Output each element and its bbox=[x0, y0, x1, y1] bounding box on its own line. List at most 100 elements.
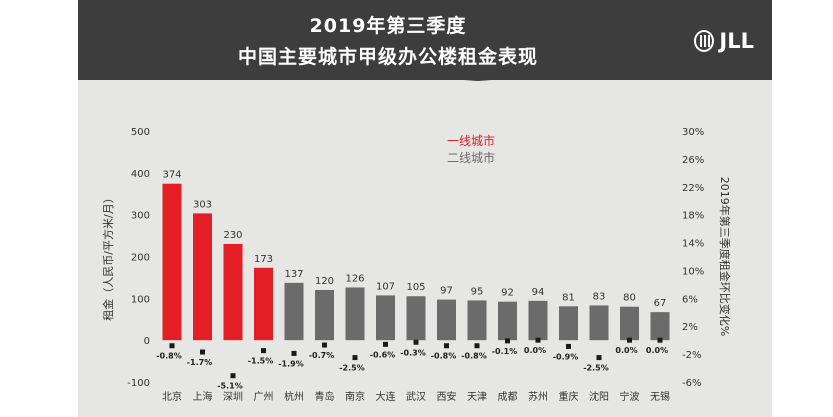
change-label: -1.9% bbox=[278, 359, 304, 368]
change-label: 0.0% bbox=[615, 346, 637, 355]
category-label: 天津 bbox=[467, 391, 487, 403]
change-label: -5.1% bbox=[217, 382, 243, 391]
change-marker bbox=[200, 349, 205, 355]
bar-value-label: 105 bbox=[406, 282, 425, 293]
bar-value-label: 80 bbox=[623, 293, 636, 304]
bar bbox=[559, 306, 578, 341]
right-tick-label: 30% bbox=[682, 127, 704, 138]
change-marker bbox=[596, 355, 602, 361]
change-label: -0.9% bbox=[553, 352, 579, 361]
bar-value-label: 94 bbox=[532, 287, 545, 298]
left-tick-label: 300 bbox=[131, 211, 150, 222]
bar bbox=[620, 306, 639, 341]
bar-value-label: 173 bbox=[254, 254, 273, 265]
axis-titles: 租金（人民币/平方米/月） 2019年第三季度租金环比变化% bbox=[101, 177, 732, 336]
category-label: 杭州 bbox=[284, 390, 304, 403]
bar bbox=[193, 213, 212, 341]
chart-panel: 2019年第三季度 中国主要城市甲级办公楼租金表现 JLL -100 0 100 20… bbox=[78, 0, 772, 417]
right-tick-label: 6% bbox=[682, 294, 698, 305]
banner-brush-edge bbox=[78, 70, 772, 81]
category-label: 无锡 bbox=[650, 390, 670, 403]
category-label: 深圳 bbox=[223, 391, 243, 403]
left-tick-label: 500 bbox=[131, 127, 150, 138]
right-tick-label: -6% bbox=[682, 378, 701, 389]
change-marker bbox=[505, 338, 510, 344]
category-label: 苏州 bbox=[528, 390, 548, 403]
bar bbox=[406, 296, 426, 341]
legend-item-tier1: 一线城市 bbox=[447, 133, 495, 148]
bars: 374 303 230 173 137 120 126 107 105 97 95 92 94 81 83 8… bbox=[162, 170, 670, 341]
change-marker bbox=[261, 348, 266, 354]
bar-value-label: 97 bbox=[440, 286, 453, 297]
bar bbox=[437, 299, 456, 341]
change-label: -0.8% bbox=[461, 352, 487, 361]
change-label: -1.5% bbox=[248, 357, 274, 366]
left-tick-label: 0 bbox=[144, 336, 150, 347]
left-tick-label: 400 bbox=[131, 169, 150, 180]
right-tick-label: 14% bbox=[682, 239, 704, 250]
change-marker bbox=[657, 337, 663, 343]
change-label: -0.3% bbox=[400, 348, 426, 357]
change-marker bbox=[230, 373, 236, 379]
right-tick-label: 10% bbox=[682, 266, 704, 277]
change-label: -2.5% bbox=[339, 364, 365, 373]
category-label: 沈阳 bbox=[589, 390, 609, 403]
change-label: -1.7% bbox=[187, 358, 213, 367]
bar-value-label: 95 bbox=[471, 286, 484, 297]
change-label: 0.0% bbox=[646, 346, 668, 355]
change-marker bbox=[535, 337, 541, 343]
category-label: 大连 bbox=[376, 390, 396, 403]
category-label: 重庆 bbox=[559, 390, 579, 403]
bar bbox=[528, 300, 548, 341]
change-marker bbox=[413, 339, 419, 345]
bar-value-label: 374 bbox=[162, 170, 181, 181]
bar-value-label: 230 bbox=[223, 230, 242, 241]
title-line-1: 2019年第三季度 bbox=[309, 15, 467, 37]
category-label: 南京 bbox=[345, 390, 365, 403]
left-axis-title: 租金（人民币/平方米/月） bbox=[101, 192, 115, 320]
right-tick-label: 26% bbox=[682, 155, 704, 166]
title-line-2: 中国主要城市甲级办公楼租金表现 bbox=[237, 46, 538, 68]
category-labels: 北京 上海 深圳 广州 杭州 青岛 南京 大连 武汉 西安 天津 成都 苏州 重庆 沈阳 宁波 无锡 bbox=[162, 390, 670, 403]
bar bbox=[650, 312, 670, 341]
bar-value-label: 92 bbox=[501, 288, 514, 299]
change-marker bbox=[566, 343, 571, 349]
change-marker bbox=[169, 343, 175, 349]
category-label: 西安 bbox=[437, 390, 457, 403]
bar bbox=[254, 267, 273, 341]
change-marker bbox=[444, 343, 449, 349]
category-label: 成都 bbox=[498, 391, 518, 403]
change-marker bbox=[383, 341, 388, 347]
change-label: -0.6% bbox=[370, 350, 396, 359]
bar-value-label: 81 bbox=[562, 292, 575, 303]
bar bbox=[315, 289, 334, 341]
category-label: 青岛 bbox=[315, 390, 335, 403]
right-tick-label: -2% bbox=[682, 350, 701, 361]
legend-item-tier2: 二线城市 bbox=[447, 150, 495, 165]
category-label: 广州 bbox=[254, 391, 274, 403]
left-axis-ticks: -100 0 100 200 300 400 500 bbox=[127, 127, 150, 389]
right-tick-label: 22% bbox=[682, 183, 704, 194]
jll-logo-text: JLL bbox=[719, 29, 754, 53]
right-axis-title: 2019年第三季度租金环比变化% bbox=[718, 177, 732, 336]
bar-value-label: 126 bbox=[345, 273, 364, 284]
right-tick-label: 18% bbox=[682, 211, 704, 222]
change-marker bbox=[474, 343, 480, 349]
bar-value-label: 120 bbox=[315, 276, 334, 287]
change-marker bbox=[627, 337, 632, 343]
change-label: -0.1% bbox=[492, 347, 518, 356]
left-tick-label: 200 bbox=[131, 253, 150, 264]
category-label: 上海 bbox=[193, 390, 213, 403]
bar bbox=[589, 305, 609, 341]
category-label: 北京 bbox=[162, 390, 182, 403]
change-label: -2.5% bbox=[583, 364, 609, 373]
left-tick-label: 100 bbox=[131, 294, 150, 305]
bar-value-label: 107 bbox=[376, 281, 395, 292]
category-label: 武汉 bbox=[406, 390, 426, 403]
change-marker bbox=[291, 350, 297, 356]
change-marker bbox=[322, 342, 327, 348]
right-tick-label: 2% bbox=[682, 322, 698, 333]
change-label: -0.8% bbox=[156, 352, 182, 361]
bar-value-label: 137 bbox=[284, 269, 303, 280]
